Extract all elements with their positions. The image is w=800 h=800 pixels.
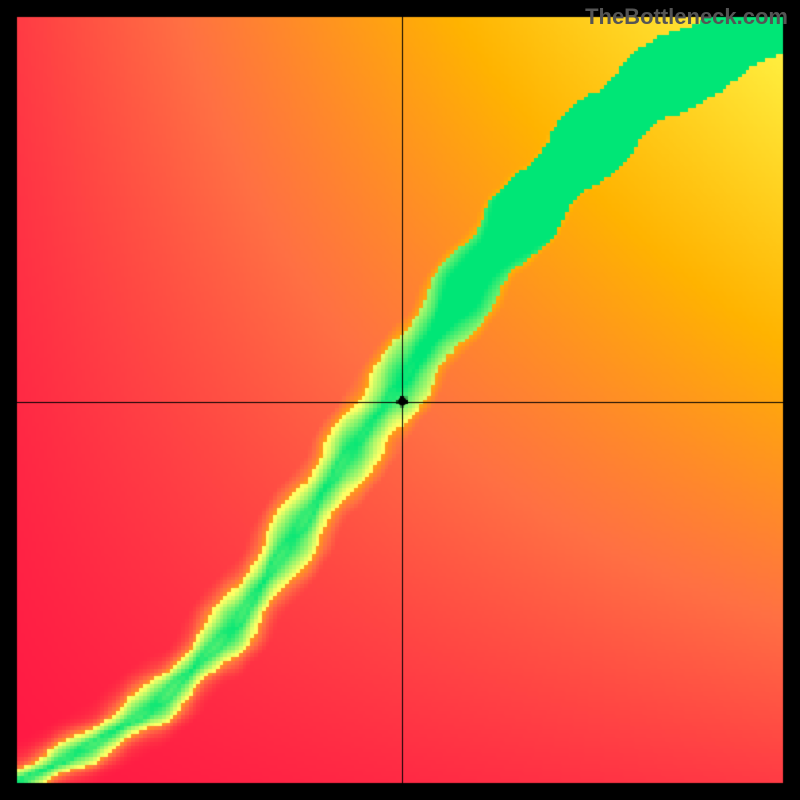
chart-container: TheBottleneck.com <box>0 0 800 800</box>
watermark-text: TheBottleneck.com <box>585 4 788 30</box>
bottleneck-heatmap <box>0 0 800 800</box>
